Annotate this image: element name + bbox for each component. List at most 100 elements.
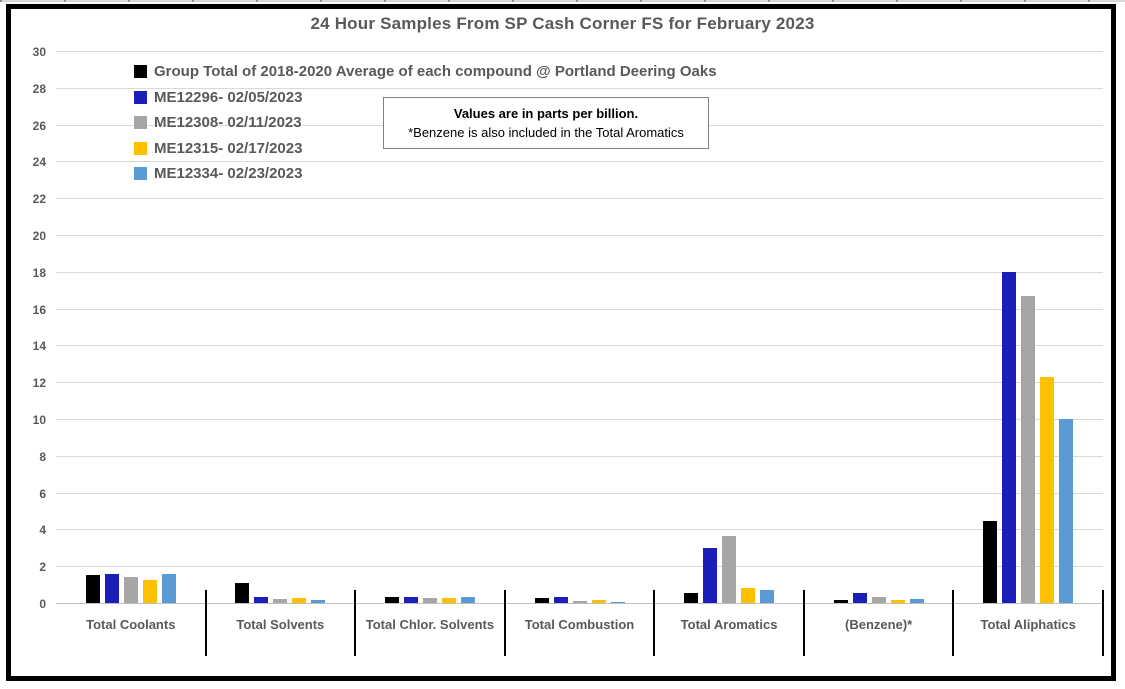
bar xyxy=(384,597,399,603)
bar xyxy=(890,600,905,603)
y-axis-tick-label: 26 xyxy=(32,118,46,133)
category-separator xyxy=(952,590,955,656)
category-label: Total Coolants xyxy=(86,617,176,632)
bar xyxy=(833,600,848,603)
y-axis-tick-label: 16 xyxy=(32,302,46,317)
bar xyxy=(311,600,326,603)
gridline xyxy=(56,161,1103,163)
gridline xyxy=(56,419,1103,420)
bar xyxy=(123,577,138,603)
category-separator xyxy=(1102,590,1104,656)
y-axis-tick-label: 28 xyxy=(32,81,46,96)
worksheet-gridline-strip xyxy=(0,0,1125,2)
category-separator xyxy=(802,590,805,656)
y-axis-tick-label: 8 xyxy=(39,449,46,464)
legend-label: ME12315- 02/17/2023 xyxy=(154,139,303,157)
legend-item: ME12296- 02/05/2023 xyxy=(134,85,717,111)
gridline xyxy=(56,87,1103,89)
gridline xyxy=(56,345,1103,347)
legend-item: ME12334- 02/23/2023 xyxy=(134,161,717,187)
bar xyxy=(1021,295,1036,603)
gridline xyxy=(56,382,1103,384)
bar xyxy=(852,592,867,603)
category-label: Total Chlor. Solvents xyxy=(365,617,495,632)
gridline xyxy=(56,271,1103,273)
bar xyxy=(441,598,456,603)
bar xyxy=(235,582,250,603)
legend-label: ME12296- 02/05/2023 xyxy=(154,88,303,106)
bar xyxy=(104,573,119,603)
bar xyxy=(254,597,269,603)
annotation-box: Values are in parts per billion. *Benzen… xyxy=(383,97,709,149)
y-axis-tick-label: 12 xyxy=(32,376,46,391)
bar xyxy=(741,588,756,603)
annotation-line-1: Values are in parts per billion. xyxy=(453,106,639,121)
legend-swatch-icon xyxy=(134,116,147,130)
legend-swatch-icon xyxy=(134,90,147,104)
bar xyxy=(684,592,699,603)
category-separator xyxy=(354,590,357,656)
legend-label: ME12334- 02/23/2023 xyxy=(154,165,303,183)
y-axis-tick-label: 20 xyxy=(32,229,46,243)
gridline xyxy=(56,308,1103,310)
bar xyxy=(591,600,606,603)
category-separator xyxy=(204,590,207,656)
gridline xyxy=(56,529,1103,531)
bar xyxy=(722,535,737,603)
bar xyxy=(161,573,176,603)
y-axis-tick-label: 6 xyxy=(39,486,46,501)
annotation-line-2: *Benzene is also included in the Total A… xyxy=(408,125,684,140)
gridline xyxy=(56,566,1103,568)
y-axis-tick-label: 24 xyxy=(32,155,46,170)
gridline xyxy=(56,51,1103,52)
y-axis-tick-label: 14 xyxy=(32,339,46,354)
category-label: Total Combustion xyxy=(524,617,635,632)
y-axis-tick-label: 30 xyxy=(32,45,46,59)
legend-swatch-icon xyxy=(134,141,147,155)
x-axis-line xyxy=(56,603,1103,604)
y-axis-tick-label: 18 xyxy=(32,265,46,280)
bar xyxy=(292,598,307,603)
bar xyxy=(422,598,437,603)
y-axis-tick-label: 2 xyxy=(39,560,46,575)
legend-label: ME12308- 02/11/2023 xyxy=(154,114,302,132)
bar xyxy=(983,521,998,603)
gridline xyxy=(56,455,1103,457)
legend-swatch-icon xyxy=(134,65,147,79)
category-label: Total Aliphatics xyxy=(980,617,1076,632)
category-label: Total Aromatics xyxy=(680,617,778,632)
gridline xyxy=(56,235,1103,236)
bar xyxy=(1040,376,1055,603)
legend-label: Group Total of 2018-2020 Average of each… xyxy=(154,63,717,81)
bar xyxy=(1002,271,1017,603)
y-axis-tick-label: 4 xyxy=(39,523,46,538)
y-axis-tick-label: 22 xyxy=(32,192,46,207)
bar xyxy=(610,601,625,603)
legend-swatch-icon xyxy=(134,167,147,181)
bar xyxy=(909,599,924,603)
bar xyxy=(572,600,587,603)
chart-title: 24 Hour Samples From SP Cash Corner FS f… xyxy=(310,14,815,33)
bar xyxy=(534,598,549,603)
bar xyxy=(142,580,157,603)
y-axis-tick-label: 0 xyxy=(39,597,46,611)
bar xyxy=(871,597,886,603)
bar xyxy=(703,547,718,603)
category-label: (Benzene)* xyxy=(845,617,913,632)
bar xyxy=(760,590,775,603)
gridline xyxy=(56,198,1103,200)
legend-item: ME12308- 02/11/2023 xyxy=(134,110,717,136)
bar xyxy=(553,597,568,603)
y-axis-tick-label: 10 xyxy=(32,413,46,427)
bar xyxy=(403,596,418,603)
bar xyxy=(85,575,100,603)
category-separator xyxy=(653,590,656,656)
legend: Group Total of 2018-2020 Average of each… xyxy=(134,59,717,187)
category-separator xyxy=(503,590,506,656)
legend-item: ME12315- 02/17/2023 xyxy=(134,136,717,162)
bar xyxy=(460,597,475,603)
bar xyxy=(273,599,288,603)
bar xyxy=(1059,419,1074,603)
category-label: Total Solvents xyxy=(236,617,325,632)
